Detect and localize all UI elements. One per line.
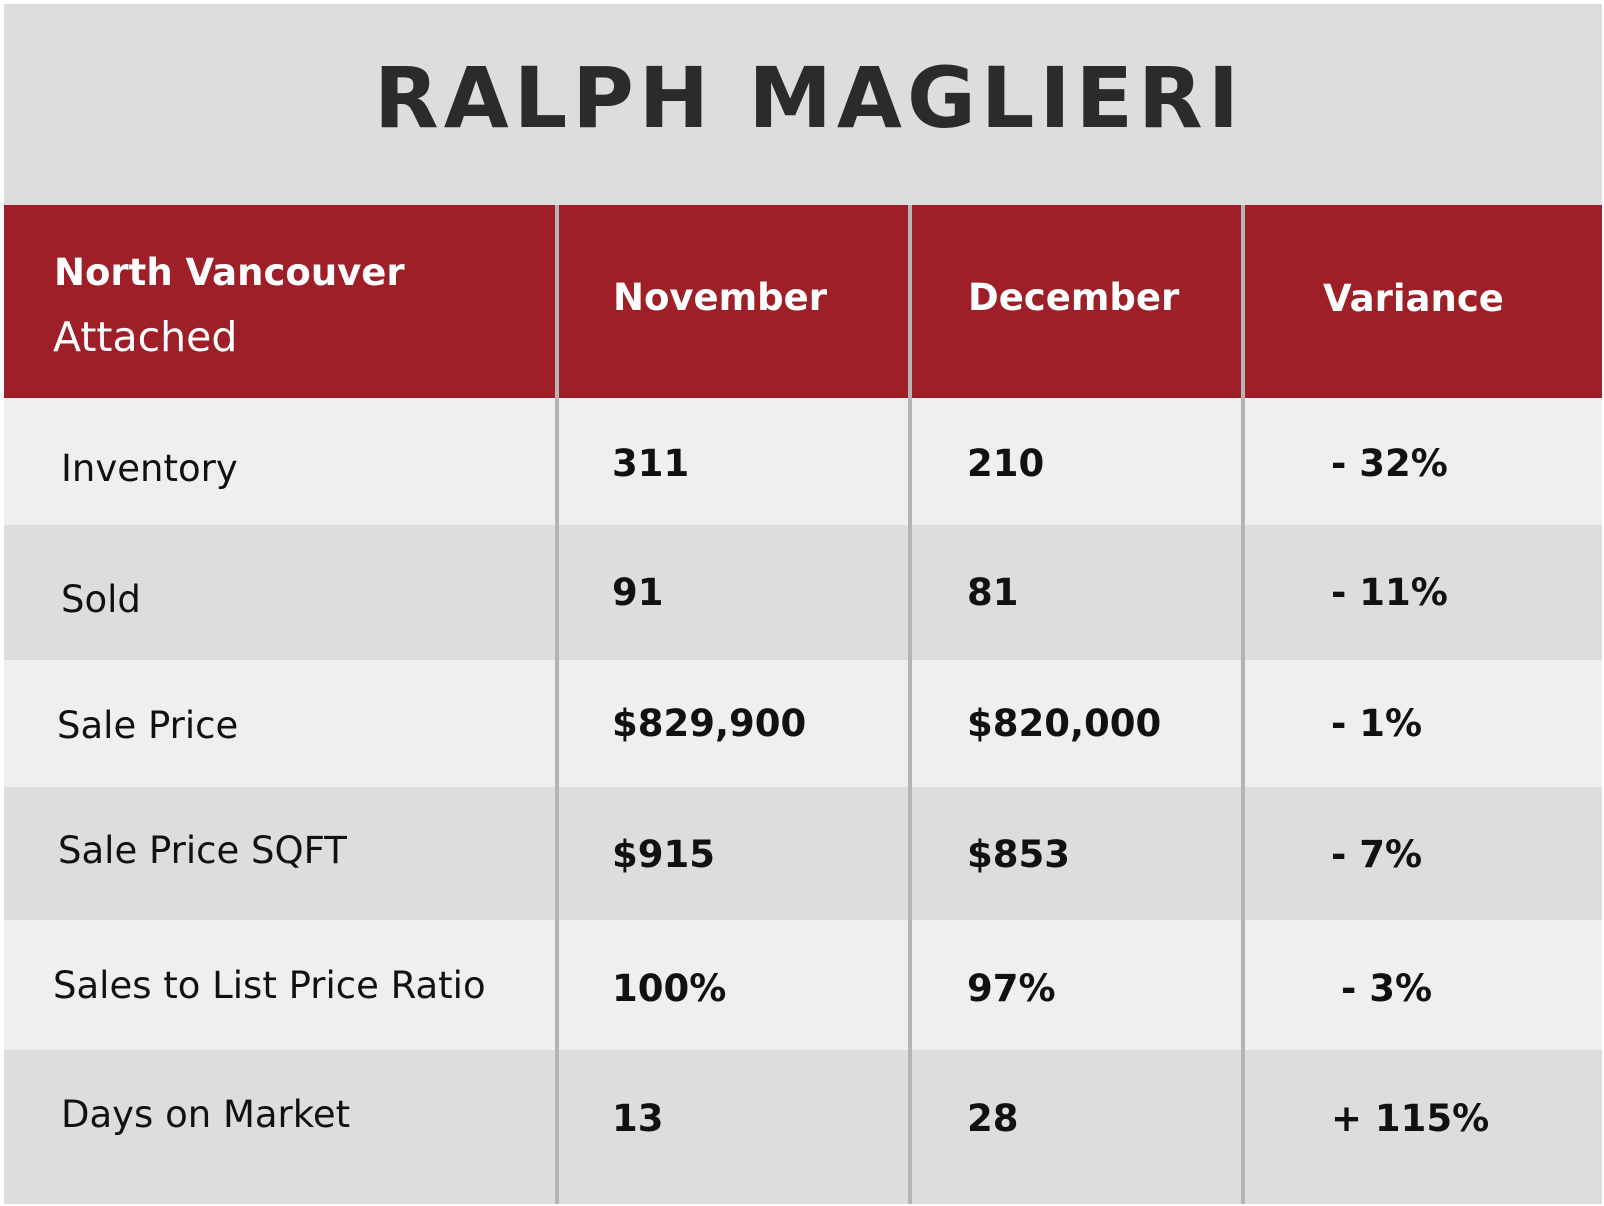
table-row-sale-price: Sale Price $829,900 $820,000 - 1% [4,660,1602,787]
table-row-days-on-market: Days on Market 13 28 + 115% [4,1050,1602,1204]
brand-header: RALPH MAGLIERI [4,4,1602,205]
header-region: North Vancouver [54,251,405,294]
december-value: 28 [967,1097,1019,1140]
november-value: $915 [612,833,715,876]
december-value: $820,000 [967,702,1162,745]
header-property-type: Attached [53,313,238,361]
metric-label: Inventory [61,447,238,490]
november-value: 311 [612,442,690,485]
november-value: 91 [612,571,664,614]
metric-label: Sale Price SQFT [58,829,347,872]
table-row-sale-price-sqft: Sale Price SQFT $915 $853 - 7% [4,787,1602,920]
metric-label: Sale Price [57,704,239,747]
variance-value: - 7% [1331,833,1423,876]
market-stats-table: North Vancouver Attached November Decemb… [4,205,1602,1204]
december-value: 81 [967,571,1019,614]
column-divider [555,205,559,1204]
december-value: 210 [967,442,1045,485]
header-november: November [613,276,827,319]
brand-name: RALPH MAGLIERI [374,48,1244,147]
december-value: $853 [967,833,1070,876]
december-value: 97% [967,967,1056,1010]
table-row-inventory: Inventory 311 210 - 32% [4,398,1602,525]
november-value: 13 [612,1097,664,1140]
header-variance: Variance [1323,277,1504,320]
variance-value: + 115% [1331,1097,1490,1140]
variance-value: - 3% [1341,967,1433,1010]
november-value: 100% [612,967,727,1010]
header-december: December [968,276,1180,319]
metric-label: Sold [61,578,141,621]
table-row-sales-to-list-ratio: Sales to List Price Ratio 100% 97% - 3% [4,920,1602,1050]
variance-value: - 32% [1331,442,1448,485]
column-divider [1241,205,1245,1204]
metric-label: Sales to List Price Ratio [53,964,486,1007]
table-row-sold: Sold 91 81 - 11% [4,525,1602,660]
november-value: $829,900 [612,702,807,745]
variance-value: - 11% [1331,571,1448,614]
table-header-row: North Vancouver Attached November Decemb… [4,205,1602,398]
metric-label: Days on Market [61,1093,351,1136]
variance-value: - 1% [1331,702,1423,745]
column-divider [908,205,912,1204]
